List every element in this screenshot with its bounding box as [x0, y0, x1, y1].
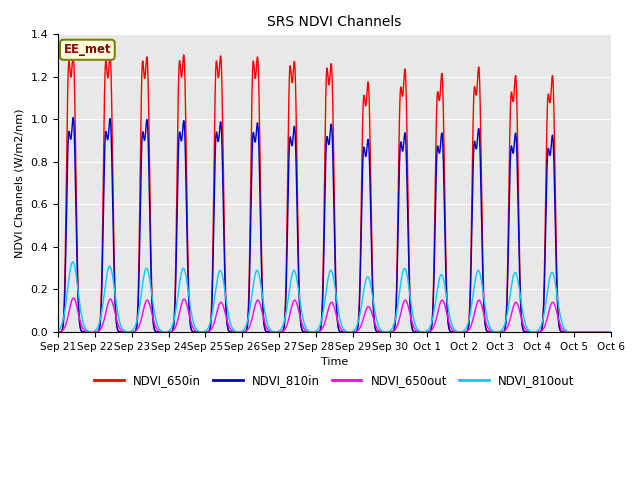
NDVI_810in	[596, 329, 604, 335]
NDVI_650out	[607, 329, 615, 335]
Legend: NDVI_650in, NDVI_810in, NDVI_650out, NDVI_810out: NDVI_650in, NDVI_810in, NDVI_650out, NDV…	[90, 369, 579, 392]
Line: NDVI_650out: NDVI_650out	[58, 298, 611, 332]
NDVI_810in	[607, 329, 615, 335]
NDVI_650in	[150, 324, 158, 330]
NDVI_650in	[69, 52, 77, 58]
NDVI_810out	[607, 329, 615, 335]
NDVI_650in	[537, 328, 545, 334]
NDVI_810out	[537, 324, 545, 329]
NDVI_810out	[596, 329, 604, 335]
NDVI_810out	[117, 324, 125, 330]
NDVI_650out	[150, 320, 158, 325]
NDVI_810in	[69, 115, 77, 120]
NDVI_810in	[54, 329, 62, 335]
Text: EE_met: EE_met	[63, 43, 111, 56]
Line: NDVI_810in: NDVI_810in	[58, 118, 611, 332]
NDVI_650out	[70, 295, 77, 301]
NDVI_810in	[291, 123, 298, 129]
NDVI_810out	[150, 308, 158, 313]
Line: NDVI_810out: NDVI_810out	[58, 262, 611, 332]
NDVI_650out	[266, 328, 274, 334]
NDVI_650in	[596, 329, 604, 335]
NDVI_650in	[607, 329, 615, 335]
NDVI_810out	[54, 328, 62, 334]
NDVI_810out	[266, 327, 274, 333]
Title: SRS NDVI Channels: SRS NDVI Channels	[268, 15, 402, 29]
NDVI_810out	[291, 267, 298, 273]
NDVI_810in	[266, 329, 274, 335]
NDVI_810in	[150, 326, 158, 332]
NDVI_650out	[537, 328, 545, 334]
NDVI_650out	[54, 329, 62, 335]
NDVI_810out	[69, 259, 77, 264]
NDVI_650out	[596, 329, 604, 335]
Line: NDVI_650in: NDVI_650in	[58, 55, 611, 332]
NDVI_650in	[54, 329, 62, 335]
NDVI_650out	[117, 327, 125, 333]
X-axis label: Time: Time	[321, 357, 348, 367]
NDVI_650out	[291, 298, 298, 303]
NDVI_810in	[537, 329, 545, 335]
Y-axis label: NDVI Channels (W/m2/nm): NDVI Channels (W/m2/nm)	[15, 108, 25, 258]
NDVI_650in	[266, 329, 274, 335]
NDVI_650in	[291, 59, 298, 64]
NDVI_810in	[117, 329, 125, 335]
NDVI_650in	[117, 329, 125, 335]
